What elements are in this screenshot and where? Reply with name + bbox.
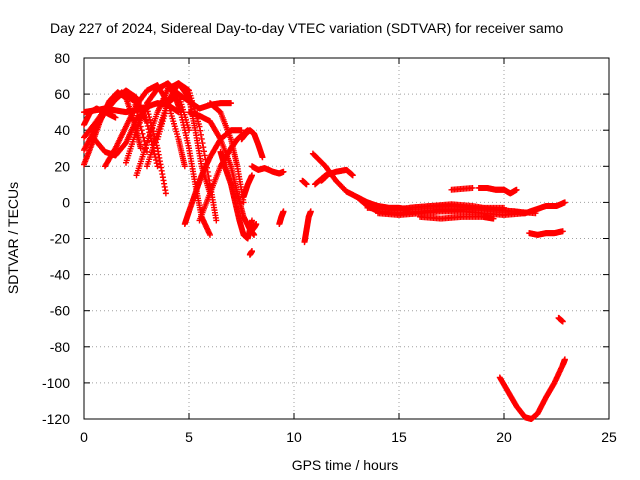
data-point [280, 208, 287, 215]
data-point [559, 318, 566, 325]
series-track-39 [555, 314, 566, 325]
data-point [197, 127, 204, 134]
x-tick-label: 15 [391, 429, 407, 445]
data-point [198, 135, 205, 142]
series-track-13 [181, 127, 245, 228]
series-track-25 [299, 177, 310, 188]
data-point [145, 111, 152, 118]
series-track-21 [246, 221, 260, 237]
data-point [253, 221, 260, 228]
series-track-12 [165, 82, 213, 238]
x-axis-title: GPS time / hours [292, 457, 399, 473]
data-point [280, 168, 287, 175]
data-point [199, 140, 206, 147]
series-track-35 [475, 184, 520, 197]
data-point [147, 116, 153, 123]
data-point [200, 144, 207, 151]
series-track-24 [301, 208, 314, 246]
data-point [238, 127, 245, 134]
data-point [490, 215, 497, 222]
data-point [162, 190, 169, 197]
series-track-33 [417, 213, 497, 222]
y-tick-label: -20 [50, 231, 70, 247]
data-point [249, 248, 255, 255]
data-point [259, 154, 266, 161]
grid-lines [84, 58, 609, 419]
series-track-32 [406, 201, 518, 215]
data-point [152, 154, 159, 161]
plot-frame [83, 57, 610, 420]
data-point [469, 184, 476, 191]
x-tick-label: 25 [601, 429, 617, 445]
data-point [303, 181, 310, 188]
data-point [307, 208, 314, 215]
data-point [139, 130, 146, 137]
series-track-28 [318, 174, 329, 184]
data-point [140, 134, 147, 141]
data-point [196, 123, 203, 130]
data-point [201, 152, 208, 159]
y-tick-label: 20 [54, 158, 70, 174]
data-point [322, 174, 329, 181]
data-point [249, 217, 255, 224]
data-markers [81, 80, 568, 422]
data-point [249, 172, 255, 179]
series-track-38 [496, 356, 568, 422]
data-point [153, 157, 159, 164]
x-tick-label: 0 [80, 429, 88, 445]
y-tick-label: -80 [50, 339, 70, 355]
y-tick-label: -60 [50, 303, 70, 319]
y-axis-title: SDTVAR / TECUs [5, 182, 21, 294]
data-point [181, 163, 188, 170]
data-point [205, 173, 212, 180]
y-tick-label: 40 [54, 122, 70, 138]
data-point [201, 148, 207, 155]
data-point [138, 127, 145, 134]
data-point [153, 160, 160, 167]
axis-ticks: 0 5 10 15 20 25 -120 -100 -80 -60 -40 -20 0 20 40 60 80 [42, 50, 617, 445]
data-point [112, 114, 119, 121]
data-point [251, 231, 258, 238]
series-track-18 [238, 127, 266, 161]
data-point [207, 231, 213, 238]
data-point [561, 199, 568, 206]
data-point [198, 131, 204, 138]
data-point [240, 199, 247, 206]
series-track-23 [276, 208, 287, 228]
data-point [228, 100, 234, 107]
y-tick-label: -40 [50, 267, 70, 283]
series-track-19 [240, 172, 255, 200]
series-track-34 [448, 184, 476, 193]
y-tick-label: 0 [62, 194, 70, 210]
data-point [206, 177, 213, 184]
series-track-20 [249, 163, 287, 177]
data-point [137, 145, 144, 152]
x-tick-label: 5 [185, 429, 193, 445]
data-point [561, 356, 568, 363]
data-point [349, 172, 356, 179]
y-tick-label: -100 [42, 375, 70, 391]
data-point [213, 217, 220, 224]
y-tick-label: 80 [54, 50, 70, 66]
x-tick-label: 20 [496, 429, 512, 445]
data-point [559, 228, 566, 235]
series-track-22 [246, 248, 255, 258]
data-point [513, 186, 520, 193]
y-tick-label: -120 [42, 411, 70, 427]
chart-title: Day 227 of 2024, Sidereal Day-to-day VTE… [50, 20, 563, 36]
data-point [216, 134, 223, 141]
data-point [146, 114, 153, 121]
y-tick-label: 60 [54, 86, 70, 102]
x-tick-label: 10 [286, 429, 302, 445]
series-track-37 [526, 228, 566, 238]
series-track-36 [511, 199, 568, 217]
